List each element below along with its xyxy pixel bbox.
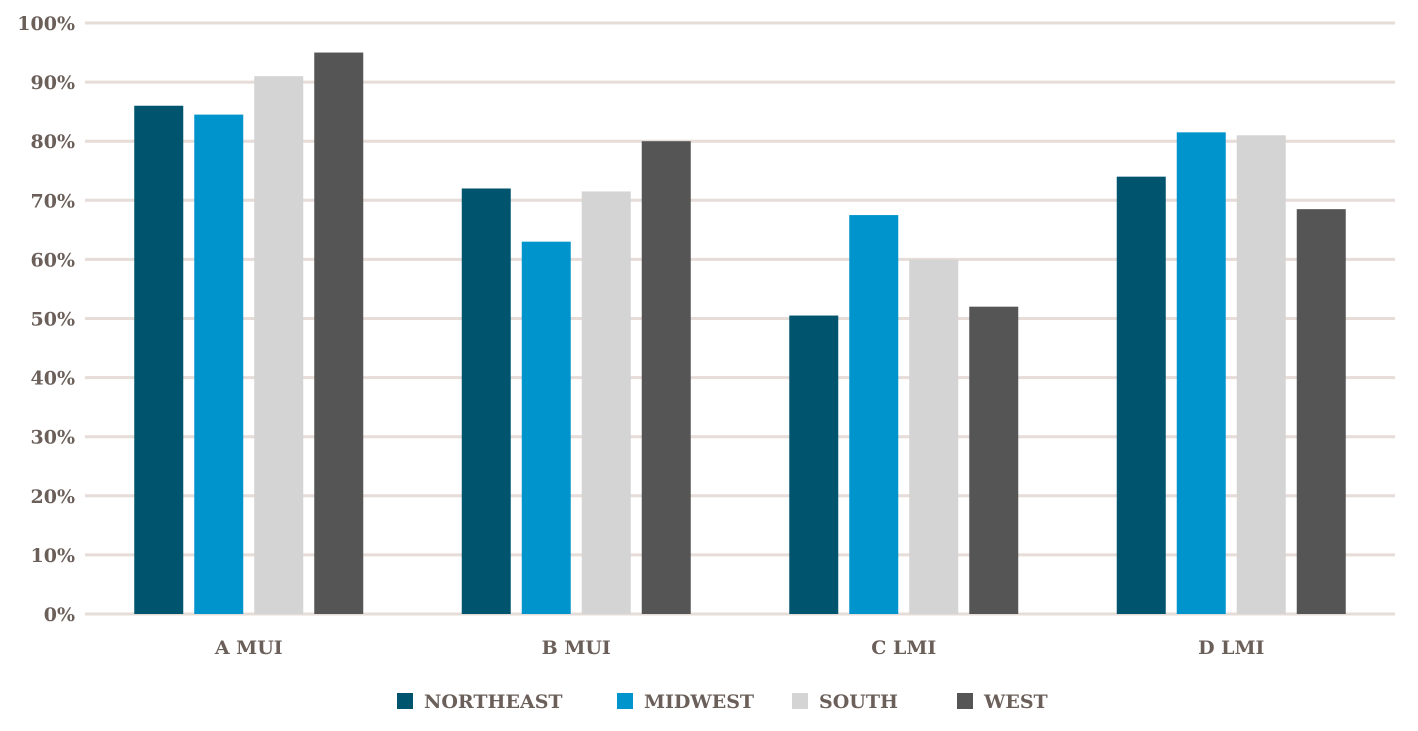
y-tick-label: 20%	[31, 486, 76, 508]
bar-northeast-a-mui	[134, 105, 184, 615]
y-tick-label: 100%	[17, 13, 75, 35]
legend-swatch-northeast	[397, 693, 413, 709]
bar-west-a-mui	[314, 52, 364, 615]
y-tick-label: 30%	[31, 427, 76, 449]
bar-south-b-mui	[581, 191, 631, 614]
bar-south-a-mui	[254, 76, 304, 614]
y-tick-label: 60%	[31, 249, 76, 271]
legend-label-west: WEST	[983, 691, 1048, 713]
legend-label-midwest: MIDWEST	[644, 691, 754, 713]
legend-label-south: SOUTH	[819, 691, 898, 713]
x-category-label: C LMI	[871, 637, 936, 659]
bar-northeast-b-mui	[461, 188, 511, 615]
y-axis-ticks: 0% 10% 20% 30% 40% 50% 60% 70% 80% 90% 100%	[17, 13, 75, 626]
bar-south-d-lmi	[1236, 135, 1286, 615]
bar-south-c-lmi	[909, 259, 959, 614]
bar-west-c-lmi	[969, 306, 1019, 614]
gridlines	[85, 21, 1395, 616]
y-tick-label: 50%	[31, 309, 76, 331]
legend-swatch-west	[957, 693, 973, 709]
y-tick-label: 70%	[31, 190, 76, 212]
bar-west-b-mui	[641, 141, 691, 614]
bar-northeast-c-lmi	[789, 315, 839, 614]
y-tick-label: 0%	[44, 604, 75, 626]
bar-midwest-c-lmi	[849, 215, 899, 614]
x-category-label: A MUI	[214, 637, 283, 659]
bar-west-d-lmi	[1296, 209, 1346, 615]
y-tick-label: 80%	[31, 131, 76, 153]
bars	[134, 52, 1346, 615]
bar-midwest-d-lmi	[1176, 132, 1226, 614]
x-category-label: D LMI	[1198, 637, 1264, 659]
bar-midwest-a-mui	[194, 114, 244, 614]
legend-swatch-south	[792, 693, 808, 709]
bar-northeast-d-lmi	[1116, 176, 1166, 614]
x-axis-categories: A MUI B MUI C LMI D LMI	[214, 637, 1265, 659]
y-tick-label: 40%	[31, 368, 76, 390]
legend: NORTHEAST MIDWEST SOUTH WEST	[397, 691, 1048, 713]
legend-label-northeast: NORTHEAST	[424, 691, 563, 713]
bar-midwest-b-mui	[521, 241, 571, 615]
legend-swatch-midwest	[617, 693, 633, 709]
y-tick-label: 90%	[31, 72, 76, 94]
y-tick-label: 10%	[31, 545, 76, 567]
x-category-label: B MUI	[542, 637, 611, 659]
